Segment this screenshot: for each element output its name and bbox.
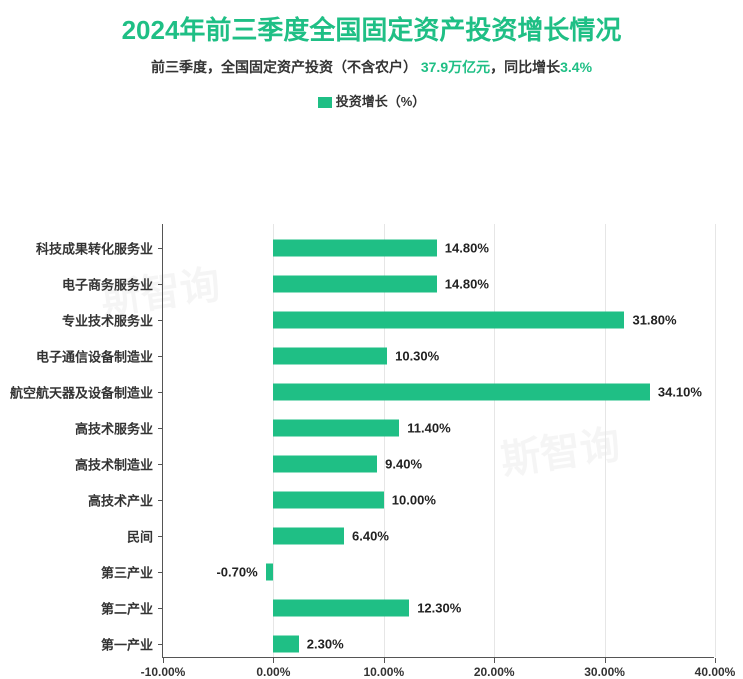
value-label: 31.80% bbox=[632, 313, 676, 328]
y-tick bbox=[158, 320, 163, 321]
category-label: 第二产业 bbox=[3, 599, 153, 618]
bar bbox=[273, 240, 436, 257]
x-tick bbox=[715, 658, 716, 663]
value-label: 6.40% bbox=[352, 529, 389, 544]
category-label: 电子通信设备制造业 bbox=[3, 347, 153, 366]
x-tick bbox=[605, 658, 606, 663]
y-tick bbox=[158, 248, 163, 249]
gridline bbox=[494, 224, 495, 657]
bar bbox=[273, 312, 624, 329]
bar bbox=[266, 564, 274, 581]
x-tick-label: -10.00% bbox=[141, 665, 186, 679]
bar bbox=[273, 492, 383, 509]
value-label: -0.70% bbox=[216, 565, 257, 580]
x-tick bbox=[273, 658, 274, 663]
bar bbox=[273, 600, 409, 617]
subtitle-value-1: 37.9万亿元 bbox=[421, 59, 490, 75]
bar bbox=[273, 384, 649, 401]
category-label: 高技术服务业 bbox=[3, 419, 153, 438]
chart-subtitle: 前三季度，全国固定资产投资（不含农户） 37.9万亿元，同比增长3.4% bbox=[0, 57, 743, 77]
category-label: 高技术产业 bbox=[3, 491, 153, 510]
bar bbox=[273, 636, 298, 653]
chart-legend: 投资增长（%） bbox=[0, 91, 743, 110]
x-tick bbox=[163, 658, 164, 663]
bar bbox=[273, 528, 344, 545]
x-tick-label: 40.00% bbox=[695, 665, 736, 679]
gridline bbox=[715, 224, 716, 657]
y-tick bbox=[158, 644, 163, 645]
y-tick bbox=[158, 500, 163, 501]
y-tick bbox=[158, 572, 163, 573]
value-label: 2.30% bbox=[307, 637, 344, 652]
category-label: 专业技术服务业 bbox=[3, 311, 153, 330]
category-label: 民间 bbox=[3, 527, 153, 546]
value-label: 10.30% bbox=[395, 349, 439, 364]
x-tick-label: 20.00% bbox=[474, 665, 515, 679]
value-label: 34.10% bbox=[658, 385, 702, 400]
plot-area: -10.00%0.00%10.00%20.00%30.00%40.00%科技成果… bbox=[162, 224, 714, 658]
legend-label: 投资增长（%） bbox=[336, 94, 426, 109]
value-label: 10.00% bbox=[392, 493, 436, 508]
x-tick-label: 10.00% bbox=[363, 665, 404, 679]
y-tick bbox=[158, 536, 163, 537]
y-tick bbox=[158, 284, 163, 285]
bar bbox=[273, 348, 387, 365]
y-tick bbox=[158, 608, 163, 609]
category-label: 电子商务服务业 bbox=[3, 275, 153, 294]
bar bbox=[273, 276, 436, 293]
x-tick bbox=[384, 658, 385, 663]
x-tick-label: 30.00% bbox=[584, 665, 625, 679]
category-label: 第三产业 bbox=[3, 563, 153, 582]
subtitle-mid: ，同比增长 bbox=[490, 59, 560, 75]
value-label: 14.80% bbox=[445, 277, 489, 292]
category-label: 第一产业 bbox=[3, 635, 153, 654]
value-label: 14.80% bbox=[445, 241, 489, 256]
x-tick bbox=[494, 658, 495, 663]
bar bbox=[273, 420, 399, 437]
y-tick bbox=[158, 392, 163, 393]
value-label: 12.30% bbox=[417, 601, 461, 616]
category-label: 高技术制造业 bbox=[3, 455, 153, 474]
bar bbox=[273, 456, 377, 473]
x-tick-label: 0.00% bbox=[256, 665, 290, 679]
category-label: 科技成果转化服务业 bbox=[3, 239, 153, 258]
y-tick bbox=[158, 356, 163, 357]
y-tick bbox=[158, 428, 163, 429]
value-label: 11.40% bbox=[407, 421, 450, 436]
value-label: 9.40% bbox=[385, 457, 422, 472]
subtitle-value-2: 3.4% bbox=[560, 59, 592, 75]
gridline bbox=[605, 224, 606, 657]
category-label: 航空航天器及设备制造业 bbox=[3, 383, 153, 402]
y-tick bbox=[158, 464, 163, 465]
legend-marker bbox=[318, 97, 332, 108]
chart-title: 2024年前三季度全国固定资产投资增长情况 bbox=[0, 0, 743, 47]
subtitle-prefix: 前三季度，全国固定资产投资（不含农户） bbox=[151, 59, 417, 75]
